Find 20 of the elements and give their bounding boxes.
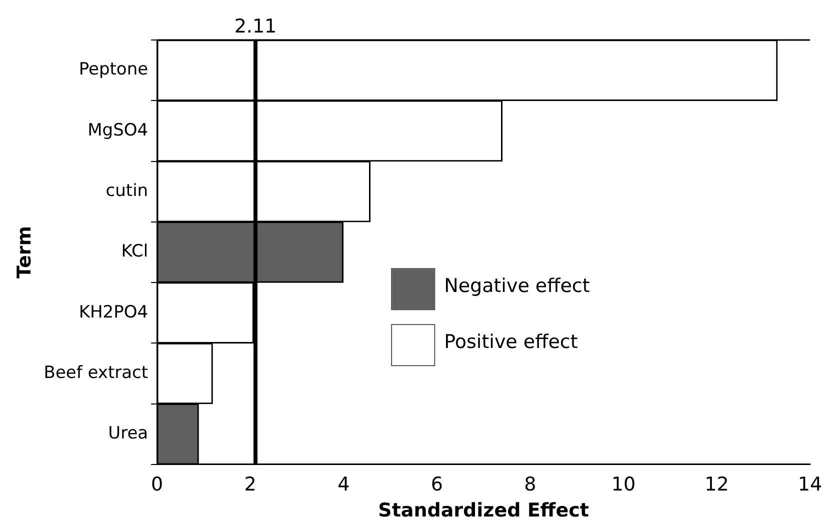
y-tick-label: MgSO4 [88,120,148,140]
x-tick-label: 14 [798,474,822,496]
legend-label: Negative effect [444,275,590,298]
x-tick-label: 0 [151,474,164,496]
x-axis-title: Standardized Effect [378,500,589,522]
x-tick-label: 6 [430,474,443,496]
y-tick-label: cutin [106,180,148,201]
y-tick-label: Beef extract [44,362,148,383]
y-axis-title: Term [13,226,36,278]
x-tick-label: 10 [611,474,636,496]
y-tick-label: KCl [121,242,148,262]
y-tick-label: Urea [108,424,148,444]
ref-line-label: 2.11 [234,15,277,38]
x-tick-label: 8 [524,474,536,496]
x-tick-label: 12 [704,474,729,496]
y-tick-label: Peptone [78,60,148,80]
legend-label: Positive effect [444,331,578,354]
x-tick-label: 2 [244,474,256,496]
x-tick-label: 4 [338,474,350,496]
y-tick-label: KH2PO4 [78,302,148,322]
